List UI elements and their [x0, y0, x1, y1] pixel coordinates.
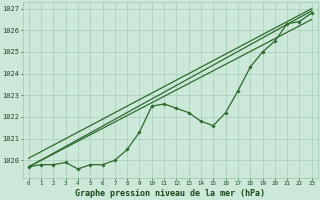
X-axis label: Graphe pression niveau de la mer (hPa): Graphe pression niveau de la mer (hPa)	[75, 189, 265, 198]
